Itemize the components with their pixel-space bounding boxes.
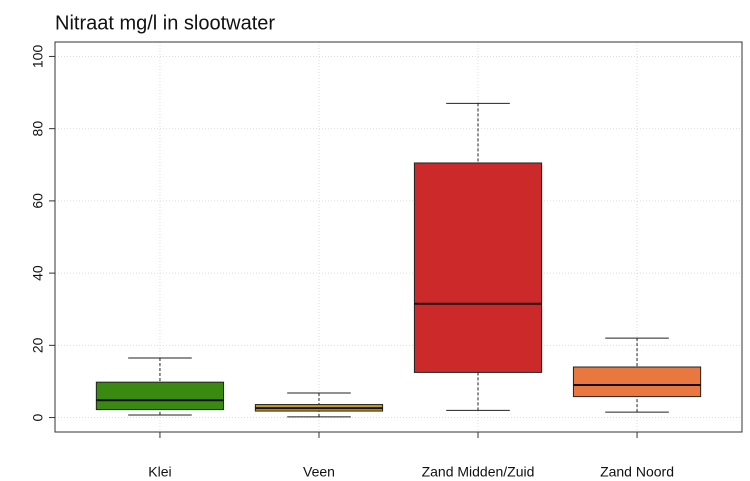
y-tick-label: 60: [30, 193, 46, 209]
chart-title: Nitraat mg/l in slootwater: [55, 12, 275, 34]
y-tick-label: 40: [30, 265, 46, 281]
x-tick-label: Veen: [303, 464, 335, 480]
y-tick-label: 0: [30, 413, 46, 421]
box: [572, 366, 702, 398]
x-tick-label: Klei: [148, 464, 171, 480]
plot-frame: [54, 41, 743, 433]
x-tick-label: Zand Noord: [600, 464, 674, 480]
y-tick-label: 100: [30, 45, 46, 69]
y-tick-label: 20: [30, 337, 46, 353]
box: [95, 381, 225, 411]
box: [413, 162, 543, 373]
x-tick-label: Zand Midden/Zuid: [422, 464, 535, 480]
y-tick-label: 80: [30, 121, 46, 137]
